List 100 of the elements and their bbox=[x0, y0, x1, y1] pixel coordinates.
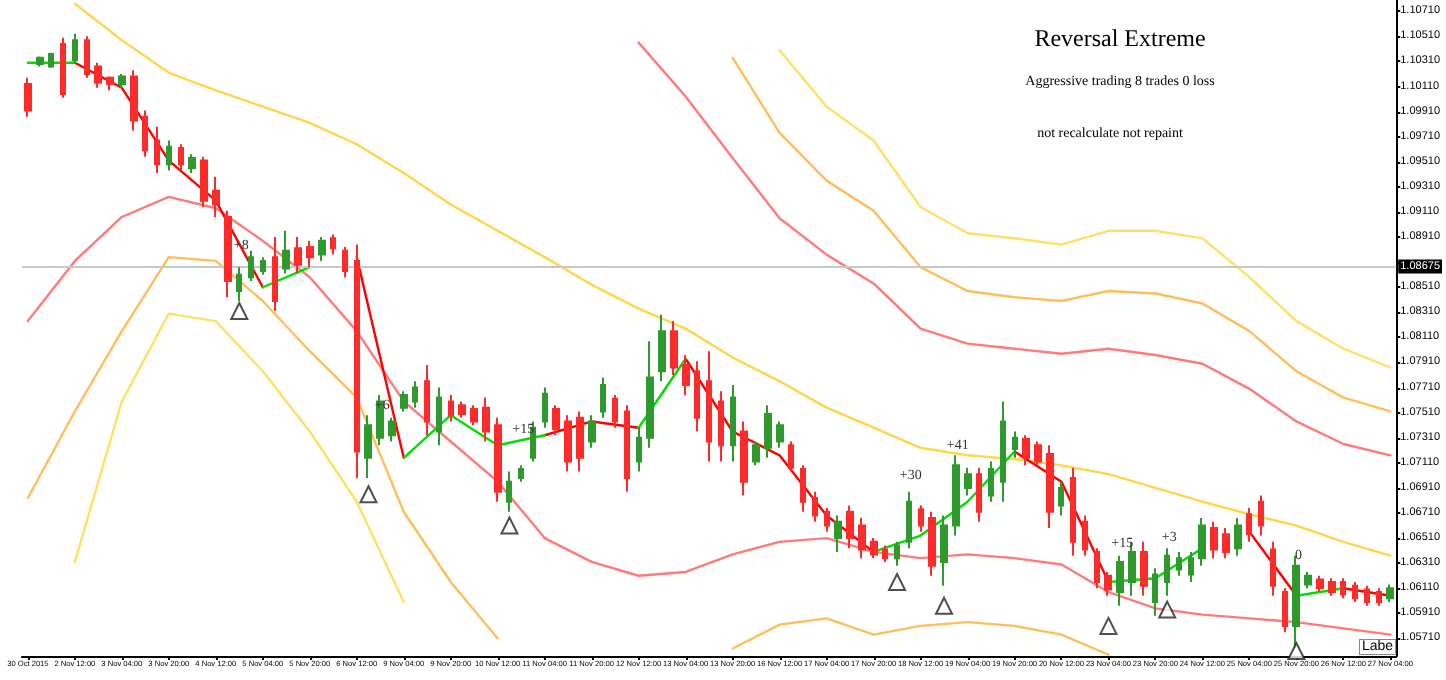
candlestick bbox=[858, 517, 866, 560]
candlestick bbox=[1152, 567, 1158, 617]
candlestick bbox=[1210, 520, 1218, 560]
candlestick bbox=[424, 364, 430, 437]
candlestick bbox=[1258, 494, 1264, 537]
candlestick bbox=[906, 490, 912, 550]
candlestick bbox=[436, 386, 442, 447]
candlestick bbox=[1316, 574, 1324, 594]
candlestick bbox=[588, 414, 596, 449]
candlestick bbox=[294, 236, 302, 275]
line-series bbox=[731, 56, 1392, 413]
candlestick bbox=[36, 55, 44, 68]
candlestick bbox=[1116, 554, 1124, 607]
line-series bbox=[73, 2, 1392, 557]
candlestick bbox=[1222, 527, 1230, 560]
candlestick bbox=[1352, 581, 1358, 604]
candlestick bbox=[142, 109, 148, 158]
candlestick bbox=[834, 514, 842, 553]
candlestick bbox=[718, 390, 724, 463]
candlestick bbox=[1012, 430, 1018, 459]
point bbox=[500, 516, 519, 535]
candlestick bbox=[682, 353, 690, 397]
candlestick bbox=[870, 537, 878, 560]
candlestick bbox=[1070, 466, 1076, 557]
candlestick bbox=[1046, 444, 1054, 530]
candlestick bbox=[636, 426, 642, 473]
candlestick bbox=[24, 76, 32, 118]
candlestick bbox=[354, 243, 360, 479]
candlestick bbox=[542, 386, 548, 429]
candlestick bbox=[412, 380, 418, 409]
candlestick bbox=[752, 440, 760, 467]
candlestick bbox=[1094, 547, 1100, 590]
candlestick bbox=[130, 69, 138, 132]
point bbox=[1287, 641, 1306, 660]
candlestick bbox=[1104, 570, 1112, 597]
candlestick bbox=[1328, 577, 1336, 597]
candlestick bbox=[658, 313, 666, 383]
candlestick bbox=[1198, 517, 1206, 567]
candlestick bbox=[458, 400, 466, 419]
candlestick bbox=[342, 246, 348, 279]
candlestick bbox=[1188, 550, 1194, 583]
candlestick bbox=[764, 404, 772, 459]
candlestick bbox=[1164, 547, 1170, 597]
candlestick bbox=[564, 414, 572, 473]
candlestick bbox=[506, 470, 512, 513]
candlestick bbox=[448, 394, 454, 423]
candlestick bbox=[576, 410, 584, 473]
candlestick bbox=[706, 350, 712, 463]
candlestick bbox=[330, 233, 336, 256]
candlestick bbox=[846, 504, 854, 550]
text: Reversal Extreme bbox=[1034, 24, 1206, 52]
line-series bbox=[26, 195, 1392, 636]
candlestick bbox=[248, 249, 254, 282]
point bbox=[888, 573, 907, 591]
line-series bbox=[73, 312, 405, 604]
candlestick bbox=[260, 256, 266, 276]
candlestick bbox=[730, 384, 736, 463]
candlestick bbox=[236, 266, 242, 303]
candlestick bbox=[788, 440, 794, 473]
point bbox=[359, 485, 378, 504]
candlestick bbox=[1270, 540, 1276, 597]
candlestick bbox=[552, 404, 560, 437]
candlestick bbox=[188, 153, 196, 175]
candlestick bbox=[670, 320, 678, 377]
candlestick bbox=[1000, 400, 1006, 503]
candlestick bbox=[928, 510, 936, 577]
candlestick bbox=[1058, 480, 1064, 517]
candlestick bbox=[318, 236, 326, 262]
candlestick bbox=[388, 416, 396, 443]
candlestick bbox=[1034, 440, 1042, 467]
candlestick bbox=[272, 236, 278, 313]
candlestick bbox=[1246, 506, 1252, 543]
candlestick bbox=[1234, 517, 1242, 557]
candlestick bbox=[800, 464, 806, 513]
candlestick bbox=[918, 504, 924, 533]
candlestick bbox=[988, 460, 994, 503]
line-series bbox=[778, 48, 1392, 369]
candlestick bbox=[776, 420, 784, 449]
candlestick bbox=[1082, 514, 1088, 557]
candlestick bbox=[694, 360, 700, 433]
candlestick bbox=[600, 376, 606, 419]
point bbox=[1099, 616, 1118, 635]
candlestick bbox=[470, 404, 478, 427]
candlestick bbox=[1176, 550, 1182, 577]
candlestick bbox=[154, 125, 160, 175]
candlestick bbox=[178, 143, 184, 172]
candlestick bbox=[824, 506, 830, 533]
point bbox=[935, 596, 954, 615]
candlestick bbox=[894, 540, 900, 567]
point bbox=[230, 302, 249, 321]
candlestick bbox=[1340, 577, 1346, 600]
candlestick bbox=[1140, 540, 1148, 597]
candlestick bbox=[482, 396, 490, 443]
candlestick bbox=[364, 414, 372, 479]
candlestick bbox=[224, 209, 232, 299]
candlestick bbox=[212, 175, 220, 218]
candlestick bbox=[306, 239, 314, 269]
candlestick bbox=[964, 466, 972, 497]
candlestick bbox=[494, 416, 502, 503]
candlestick bbox=[646, 340, 654, 449]
